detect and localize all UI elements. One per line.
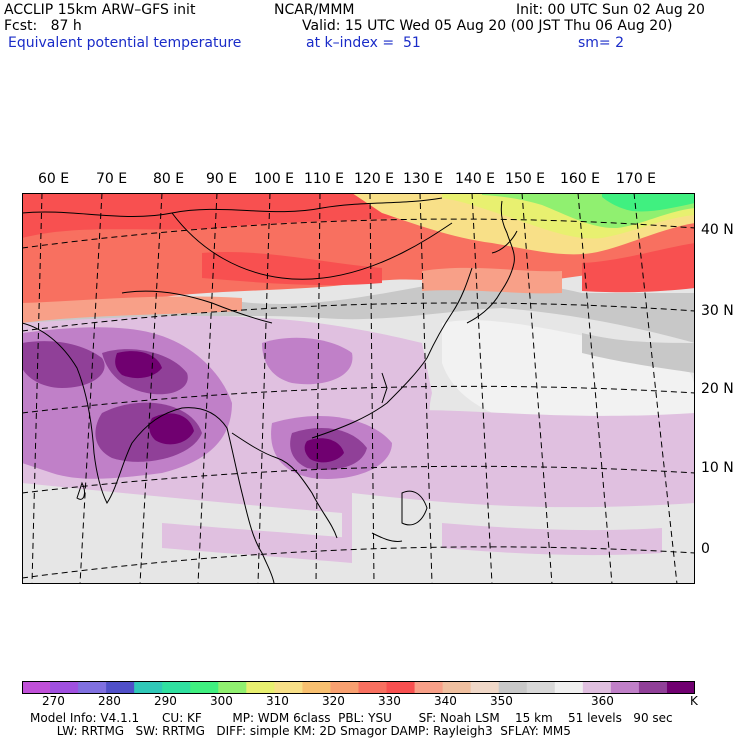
colorbar-tick: 360 (591, 694, 614, 708)
level-index: at k–index = 51 (306, 35, 421, 51)
valid-time: Valid: 15 UTC Wed 05 Aug 20 (00 JST Thu … (302, 18, 673, 34)
lon-label: 70 E (96, 171, 128, 187)
colorbar-cell (190, 681, 219, 694)
colorbar-tick: 290 (154, 694, 177, 708)
field-name: Equivalent potential temperature (8, 35, 242, 51)
init-time: Init: 00 UTC Sun 02 Aug 20 (516, 2, 705, 18)
grey-band (22, 281, 695, 373)
colorbar-cell (246, 681, 275, 694)
lat-label: 20 N (701, 381, 734, 397)
lon-label: 100 E (254, 171, 295, 187)
colorbar-cell (470, 681, 500, 694)
colorbar-cell (638, 681, 668, 694)
colorbar-tick: 280 (98, 694, 121, 708)
cool-region (352, 193, 695, 255)
lat-label: 10 N (701, 460, 734, 476)
coastlines (22, 197, 518, 584)
theta-e-map (22, 193, 695, 584)
colorbar-cell (358, 681, 388, 694)
colorbar-units: K (690, 694, 698, 708)
model-info-line1: Model Info: V4.1.1 CU: KF MP: WDM 6class… (30, 711, 673, 725)
colorbar-cell (610, 681, 640, 694)
lon-label: 170 E (616, 171, 657, 187)
lon-label: 60 E (38, 171, 70, 187)
colorbar-cell (330, 681, 359, 694)
colorbar-cell (50, 681, 79, 694)
lon-label: 80 E (153, 171, 185, 187)
lat-label: 30 N (701, 303, 734, 319)
colorbar-cell (162, 681, 191, 694)
colorbar-cell (414, 681, 444, 694)
colorbar-cell (274, 681, 303, 694)
colorbar-cell (134, 681, 163, 694)
colorbar-cell (666, 681, 695, 694)
map-frame (22, 193, 695, 584)
colorbar-cell (22, 681, 51, 694)
colorbar-frame (22, 681, 695, 694)
smoothing-label: sm= 2 (578, 35, 625, 51)
lat-label: 40 N (701, 222, 734, 238)
lon-label: 130 E (403, 171, 444, 187)
model-title: ACCLIP 15km ARW–GFS init (4, 2, 196, 18)
colorbar-cell (218, 681, 247, 694)
colorbar-cell (442, 681, 472, 694)
colorbar-cell (386, 681, 416, 694)
graticule (22, 193, 695, 584)
colorbar-tick: 270 (42, 694, 65, 708)
colorbar-cell (106, 681, 135, 694)
colorbar-cell (498, 681, 528, 694)
tropical-region (22, 315, 695, 584)
colorbar-cell (78, 681, 107, 694)
colorbar-tick: 310 (266, 694, 289, 708)
colorbar-tick: 330 (378, 694, 401, 708)
colorbar-cell (554, 681, 584, 694)
lon-label: 140 E (455, 171, 496, 187)
lon-label: 150 E (505, 171, 546, 187)
colorbar-cell (526, 681, 556, 694)
model-info-line2: LW: RRTMG SW: RRTMG DIFF: simple KM: 2D … (30, 724, 571, 738)
lon-label: 110 E (304, 171, 345, 187)
colorbar-tick: 300 (210, 694, 233, 708)
lat-label: 0 (701, 541, 710, 557)
org-label: NCAR/MMM (274, 2, 355, 18)
colorbar-tick: 320 (322, 694, 345, 708)
colorbar-tick: 340 (434, 694, 457, 708)
colorbar (22, 681, 695, 694)
colorbar-cell (582, 681, 612, 694)
lon-label: 120 E (354, 171, 395, 187)
colorbar-tick: 350 (490, 694, 513, 708)
lon-label: 90 E (206, 171, 238, 187)
lon-label: 160 E (560, 171, 601, 187)
colorbar-cell (302, 681, 331, 694)
forecast-hour: Fcst: 87 h (4, 18, 82, 34)
